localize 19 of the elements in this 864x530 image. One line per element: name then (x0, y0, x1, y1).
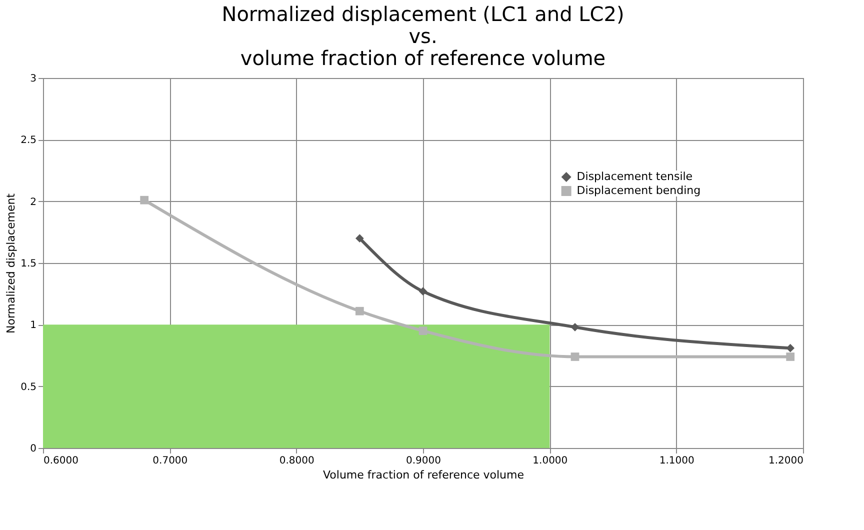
x-tick-label: 1.0000 (532, 456, 568, 466)
x-axis-title: Volume fraction of reference volume (322, 468, 524, 482)
y-tick-label: 1.5 (20, 258, 36, 270)
x-tick-label: 0.9000 (406, 456, 441, 466)
x-tick-label: 0.6000 (44, 456, 78, 466)
x-tick-label: 1.1000 (659, 456, 694, 466)
y-tick-label: 1 (30, 320, 36, 332)
y-tick-label: 0.5 (20, 382, 36, 393)
x-tick-label: 1.2000 (768, 456, 804, 466)
chart-title: Normalized displacement (LC1 and LC2) vs. volume fraction of reference volume (222, 2, 624, 70)
legend-label: Displacement tensile (576, 170, 693, 183)
y-axis-title: Normalized displacement (4, 192, 18, 334)
y-tick-label: 3 (30, 74, 36, 84)
x-tick-label: 0.7000 (152, 456, 188, 466)
y-tick-label: 0 (30, 444, 36, 454)
legend-label: Displacement bending (576, 184, 701, 197)
x-tick-label: 0.8000 (279, 456, 314, 466)
y-tick-label: 2 (30, 196, 36, 208)
y-tick-label: 2.5 (20, 135, 36, 146)
